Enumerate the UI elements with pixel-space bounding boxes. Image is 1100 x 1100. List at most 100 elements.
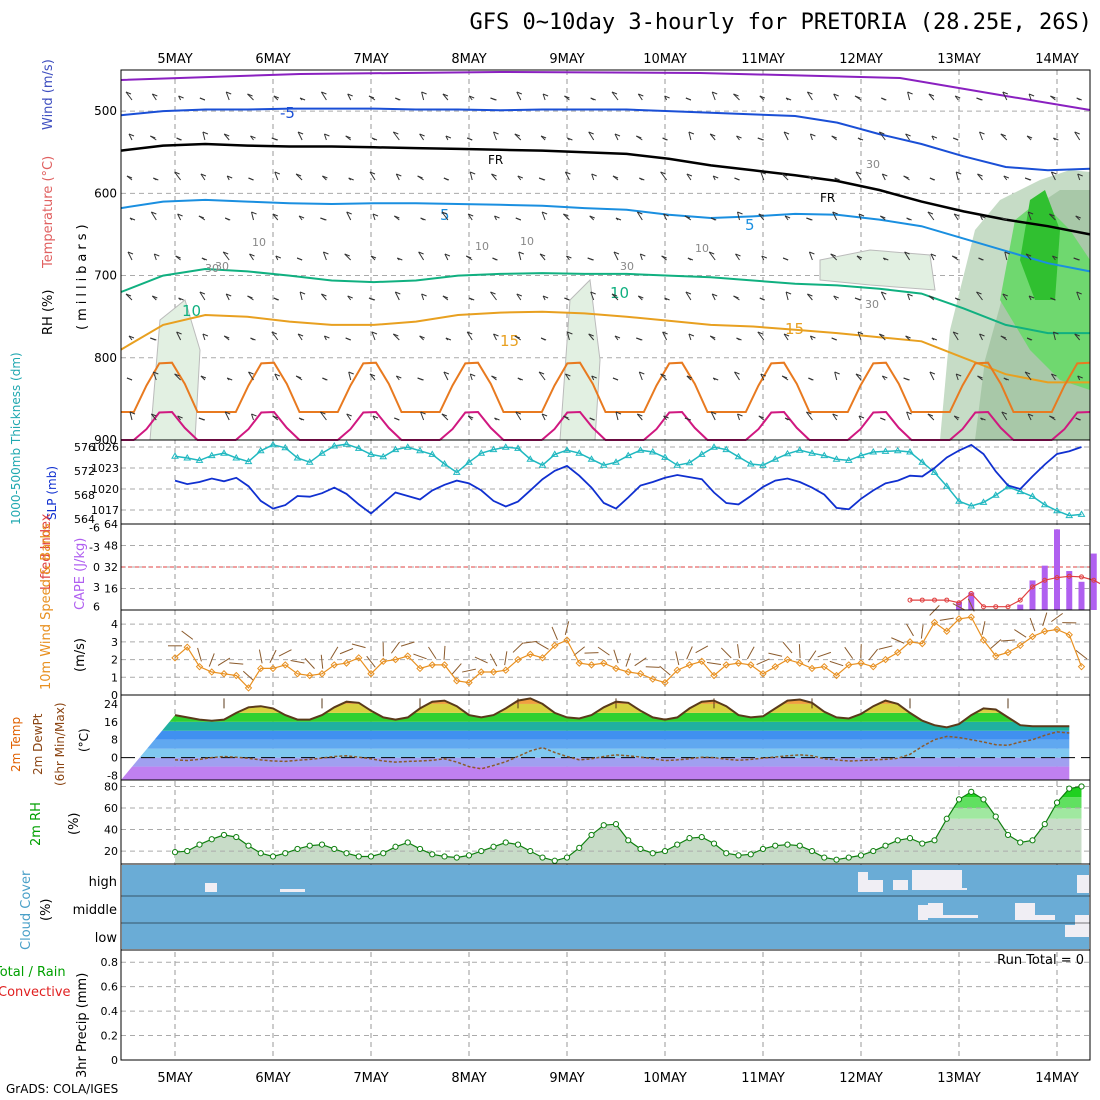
isotherm-label: FR bbox=[820, 191, 835, 205]
rh2-marker bbox=[257, 850, 264, 857]
upper-wind-label: Wind (m/s) bbox=[41, 59, 56, 130]
w10-barb bbox=[981, 621, 986, 636]
rh2-marker bbox=[943, 815, 950, 822]
w10-barb bbox=[242, 670, 255, 681]
thickness-marker bbox=[526, 455, 535, 462]
wind-barb-flag bbox=[445, 135, 452, 139]
wind-barb-flag bbox=[1074, 131, 1080, 135]
wind-barb-flag bbox=[248, 177, 254, 181]
wind-barb-flag bbox=[224, 133, 230, 137]
wind-barb-flag bbox=[299, 291, 306, 295]
w10-marker bbox=[759, 670, 767, 678]
thickness-marker bbox=[697, 450, 706, 457]
wind-barb bbox=[1077, 173, 1081, 181]
wind-barb-flag bbox=[737, 211, 743, 215]
w10-marker bbox=[489, 668, 498, 676]
wind-barb bbox=[392, 131, 400, 141]
wind-barb-flag bbox=[299, 97, 306, 101]
w10-barb bbox=[706, 662, 722, 665]
wind-barb bbox=[1076, 291, 1081, 301]
thickness-marker bbox=[379, 452, 388, 460]
rh2-marker bbox=[882, 842, 889, 849]
wind-barb bbox=[344, 253, 352, 261]
w10-marker bbox=[894, 648, 902, 657]
wind-barb-flag bbox=[320, 411, 326, 415]
wind-barb bbox=[737, 413, 740, 421]
thickness-marker bbox=[256, 446, 265, 454]
wind-barb-flag bbox=[250, 135, 256, 139]
wind-barb-flag bbox=[638, 93, 644, 97]
wind-barb-flag bbox=[368, 297, 375, 301]
wind-barb-flag bbox=[323, 251, 329, 255]
wind-barb bbox=[395, 173, 400, 181]
w10-barb bbox=[939, 617, 954, 621]
rh2-marker bbox=[600, 822, 607, 829]
wind-barb-flag bbox=[176, 137, 182, 141]
wind-barb bbox=[638, 371, 643, 381]
wind-barb-flag bbox=[178, 95, 184, 99]
wind-barb bbox=[444, 253, 449, 261]
wind-barb-flag bbox=[1050, 297, 1056, 301]
wind-barb-flag bbox=[370, 255, 377, 259]
t2-label-a: 2m Temp bbox=[9, 717, 23, 772]
wind-barb bbox=[735, 253, 740, 261]
wind-barb-flag bbox=[638, 295, 644, 299]
slp-tick-label: 1023 bbox=[91, 462, 119, 475]
wind-barb-flag bbox=[664, 297, 670, 301]
thickness-marker bbox=[391, 445, 400, 453]
wind-barb-flag bbox=[493, 131, 499, 135]
w10-barb bbox=[1000, 639, 1016, 642]
wind-barb-flag bbox=[542, 93, 549, 97]
w10-barb bbox=[1042, 612, 1048, 627]
wind-barb bbox=[516, 91, 522, 101]
upper-air-panel: 500600700800900-55510101515FRFR301010101… bbox=[94, 70, 1091, 447]
rh2-marker bbox=[992, 813, 999, 820]
wind-barb bbox=[443, 371, 449, 381]
pressure-tick-label: 900 bbox=[94, 433, 117, 447]
w10-marker bbox=[869, 662, 877, 671]
rh2-marker bbox=[196, 841, 203, 848]
rh-shade-low bbox=[559, 278, 601, 441]
cape-bar bbox=[1078, 581, 1085, 610]
wind-barb bbox=[247, 93, 254, 101]
wind-barb-flag bbox=[421, 91, 427, 95]
w10-marker bbox=[673, 666, 681, 674]
wind-barb-flag bbox=[806, 217, 812, 221]
wind-barb-flag bbox=[781, 375, 788, 379]
w10-marker bbox=[783, 655, 792, 664]
wind-barb-flag bbox=[320, 217, 326, 221]
cloud-level-label: high bbox=[89, 875, 117, 890]
w10-marker bbox=[257, 664, 265, 673]
thickness-marker bbox=[342, 440, 351, 447]
wind-barb bbox=[636, 211, 643, 221]
wind-barb bbox=[346, 211, 352, 221]
w10-barb bbox=[967, 598, 975, 612]
w10-barb bbox=[217, 657, 231, 666]
wind-barb-flag bbox=[441, 413, 448, 417]
cloud-unit-label: (%) bbox=[39, 899, 54, 922]
rh2-marker bbox=[404, 839, 411, 846]
wind-barb bbox=[372, 213, 376, 221]
x-tick-label-top: 12MAY bbox=[839, 52, 883, 67]
wind-barb-flag bbox=[956, 373, 962, 377]
wind-barb bbox=[588, 131, 595, 141]
t2-tick-label: -8 bbox=[107, 770, 118, 783]
rh-contour-label: 10 bbox=[475, 240, 489, 253]
thickness-marker bbox=[942, 482, 951, 489]
wind-barb-flag bbox=[494, 215, 500, 219]
thickness-marker bbox=[477, 449, 486, 456]
wind-barb-flag bbox=[903, 377, 909, 381]
isotherm-label: 10 bbox=[610, 284, 629, 302]
wind-barb-flag bbox=[858, 213, 865, 217]
wind-barb bbox=[441, 413, 449, 421]
wind-barb-flag bbox=[125, 293, 132, 297]
wind-barb-flag bbox=[492, 257, 498, 261]
wind-barb bbox=[491, 173, 497, 181]
wind-barb-flag bbox=[834, 371, 840, 375]
wind-barb-flag bbox=[273, 297, 279, 301]
thickness-marker bbox=[893, 446, 902, 454]
x-tick-label-top: 10MAY bbox=[643, 52, 687, 67]
wind-barb-flag bbox=[154, 253, 160, 257]
thickness-marker bbox=[171, 452, 179, 459]
